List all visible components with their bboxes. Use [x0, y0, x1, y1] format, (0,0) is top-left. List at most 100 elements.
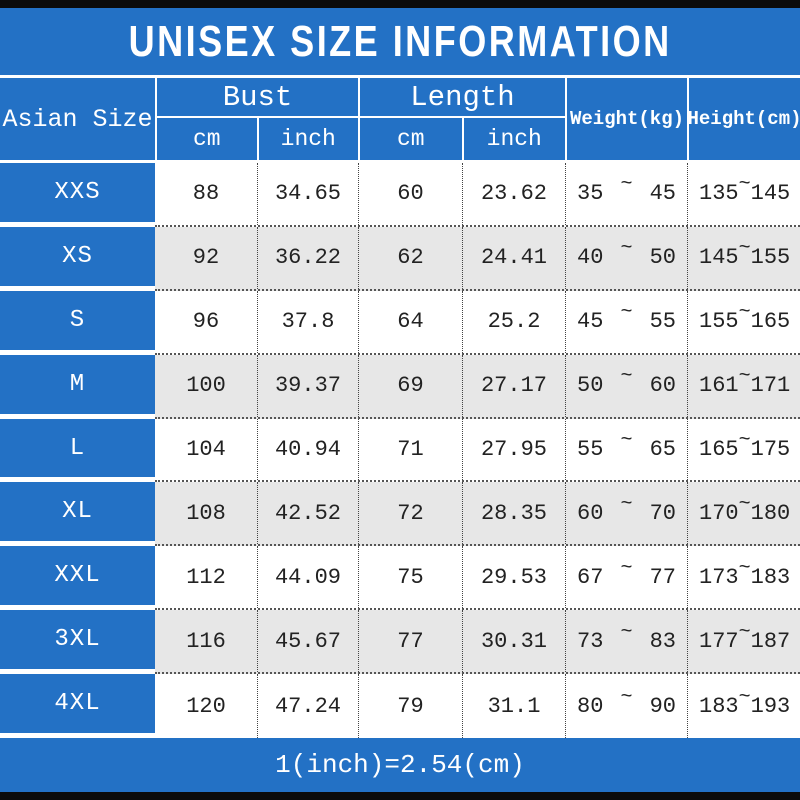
bust-inch-cell: 36.22	[257, 226, 358, 289]
length-inch-cell: 23.62	[462, 163, 565, 225]
height-max: 180	[750, 500, 791, 526]
weight-min: 80	[577, 693, 604, 719]
tilde-symbol: ~	[738, 620, 751, 644]
tilde-symbol: ~	[738, 492, 751, 516]
table-row-values: 100 39.37 69 27.17 50 ~ 60 161 ~ 171	[155, 354, 800, 419]
tilde-symbol: ~	[738, 365, 751, 389]
tilde-symbol: ~	[620, 429, 633, 452]
column-header-asian-size: Asian Size	[2, 104, 153, 134]
height-max: 145	[750, 181, 791, 207]
length-cm-cell: 64	[358, 290, 462, 353]
table-body: XXS 88 34.65 60 23.62 35 ~ 45 135 ~ 145 …	[0, 163, 800, 739]
weight-max: 50	[649, 245, 676, 271]
bust-inch-cell: 39.37	[257, 354, 358, 417]
tilde-symbol: ~	[738, 237, 751, 261]
bust-cm-cell: 92	[192, 245, 220, 271]
weight-max: 45	[649, 181, 676, 207]
weight-range-cell: 60 ~ 70	[565, 482, 687, 545]
length-cm-cell: 62	[358, 226, 462, 289]
bust-inch-cell: 34.65	[257, 163, 358, 225]
tilde-symbol: ~	[738, 556, 751, 580]
weight-min: 50	[577, 373, 604, 399]
bust-cm-cell: 88	[192, 181, 220, 207]
tilde-symbol: ~	[620, 173, 633, 197]
height-max: 187	[750, 628, 791, 654]
length-cm-cell: 79	[358, 674, 462, 739]
height-min: 145	[699, 245, 739, 271]
table-row-values: 92 36.22 62 24.41 40 ~ 50 145 ~ 155	[155, 226, 800, 291]
height-max: 165	[750, 309, 791, 335]
column-group-length: Length cm inch	[358, 78, 565, 160]
bust-inch-cell: 44.09	[257, 546, 358, 609]
size-label-cell: XL	[0, 482, 155, 547]
table-row: M 100 39.37 69 27.17 50 ~ 60 161 ~ 171	[0, 354, 800, 419]
column-header-bust: Bust	[157, 78, 358, 118]
column-group-bust: Bust cm inch	[155, 78, 358, 160]
length-cm-cell: 75	[358, 546, 462, 609]
weight-max: 60	[649, 373, 676, 399]
size-label-cell: L	[0, 418, 155, 483]
column-header-length: Length	[360, 78, 565, 118]
height-range-cell: 170 ~ 180	[687, 482, 800, 545]
footer-note-band: 1(inch)=2.54(cm)	[0, 738, 800, 792]
bust-cm-cell: 116	[186, 628, 226, 654]
tilde-symbol: ~	[620, 365, 633, 389]
height-max: 171	[750, 373, 791, 399]
size-label-cell: XXS	[0, 163, 155, 227]
conversion-note: 1(inch)=2.54(cm)	[275, 750, 525, 780]
length-cm-cell: 72	[358, 482, 462, 545]
bust-inch-cell: 45.67	[257, 610, 358, 673]
table-row-values: 112 44.09 75 29.53 67 ~ 77 173 ~ 183	[155, 546, 800, 611]
length-inch-cell: 31.1	[462, 674, 565, 739]
table-row-values: 116 45.67 77 30.31 73 ~ 83 177 ~ 187	[155, 610, 800, 675]
table-row-values: 120 47.24 79 31.1 80 ~ 90 183 ~ 193	[155, 674, 800, 739]
weight-range-cell: 73 ~ 83	[565, 610, 687, 673]
column-header-length-inch: inch	[461, 118, 566, 160]
tilde-symbol: ~	[620, 301, 633, 325]
weight-min: 60	[577, 500, 604, 526]
table-row: XL 108 42.52 72 28.35 60 ~ 70 170 ~ 180	[0, 482, 800, 547]
height-min: 155	[699, 309, 739, 335]
title-banner: UNISEX SIZE INFORMATION	[0, 8, 800, 75]
table-header: Asian Size Bust cm inch Length cm inch W…	[0, 78, 800, 163]
length-inch-cell: 25.2	[462, 290, 565, 353]
bust-cm-cell: 100	[186, 373, 226, 399]
length-inch-cell: 28.35	[462, 482, 565, 545]
length-inch-cell: 27.17	[462, 354, 565, 417]
tilde-symbol: ~	[620, 685, 633, 709]
weight-max: 90	[649, 693, 676, 719]
column-header-length-cm: cm	[396, 126, 425, 152]
table-row-values: 96 37.8 64 25.2 45 ~ 55 155 ~ 165	[155, 290, 800, 355]
table-row: L 104 40.94 71 27.95 55 ~ 65 165 ~ 175	[0, 418, 800, 483]
bottom-black-bar	[0, 792, 800, 800]
height-range-cell: 177 ~ 187	[687, 610, 800, 673]
weight-max: 83	[649, 628, 676, 654]
page-title: UNISEX SIZE INFORMATION	[128, 16, 672, 66]
height-max: 155	[750, 245, 791, 271]
weight-range-cell: 55 ~ 65	[565, 418, 687, 481]
tilde-symbol: ~	[738, 301, 751, 325]
height-range-cell: 145 ~ 155	[687, 226, 800, 289]
weight-max: 55	[649, 309, 676, 335]
size-label-cell: 4XL	[0, 674, 155, 739]
table-row: XS 92 36.22 62 24.41 40 ~ 50 145 ~ 155	[0, 226, 800, 291]
weight-min: 45	[577, 309, 604, 335]
title-separator-line	[0, 75, 800, 78]
size-label-cell: 3XL	[0, 610, 155, 675]
size-label-cell: XXL	[0, 546, 155, 611]
tilde-symbol: ~	[738, 685, 751, 709]
height-range-cell: 135 ~ 145	[687, 163, 800, 225]
weight-min: 67	[577, 564, 604, 590]
bust-inch-cell: 42.52	[257, 482, 358, 545]
height-range-cell: 165 ~ 175	[687, 418, 800, 481]
bust-cm-cell: 112	[186, 564, 226, 590]
table-row-values: 88 34.65 60 23.62 35 ~ 45 135 ~ 145	[155, 163, 800, 227]
bust-cm-cell: 104	[186, 437, 226, 462]
weight-range-cell: 67 ~ 77	[565, 546, 687, 609]
height-max: 183	[750, 564, 791, 590]
height-min: 177	[699, 628, 739, 654]
length-inch-cell: 30.31	[462, 610, 565, 673]
tilde-symbol: ~	[738, 173, 751, 197]
height-max: 193	[750, 693, 791, 719]
height-range-cell: 161 ~ 171	[687, 354, 800, 417]
